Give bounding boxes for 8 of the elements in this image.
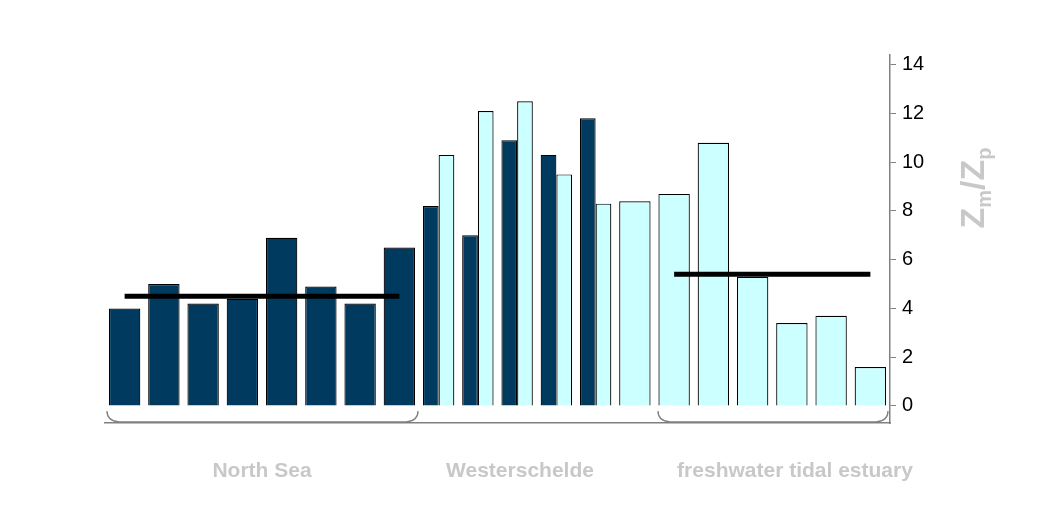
y-tick-label: 2 [902, 344, 914, 367]
y-tick-label: 8 [902, 198, 914, 221]
y-tick-label: 0 [902, 393, 914, 416]
y-tick-label: 14 [902, 52, 925, 75]
y-tick-label: 4 [902, 295, 914, 318]
y-tick-label: 6 [902, 247, 914, 270]
y-tick-label: 12 [902, 101, 925, 124]
y-tick-label: 10 [902, 149, 925, 172]
